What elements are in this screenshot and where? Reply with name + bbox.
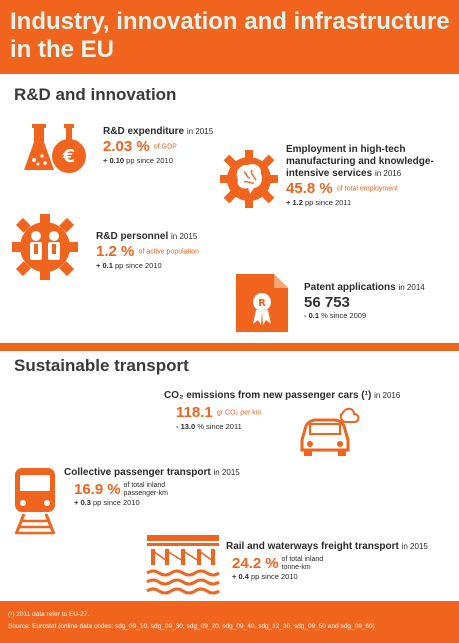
co2-emissions-data: 118.1 gr CO₂ per km - 13.0 % since 2011 xyxy=(176,404,306,432)
co2-emissions-block: CO₂ emissions from new passenger cars (¹… xyxy=(164,390,454,402)
hightech-employment-label: Employment in high-tech manufacturing an… xyxy=(286,144,434,179)
patents-value: 56 753 xyxy=(304,294,350,311)
section-divider xyxy=(0,343,459,351)
footer: (¹) 2011 data refer to EU-27. Source: Eu… xyxy=(0,601,459,643)
section-title-rd: R&D and innovation xyxy=(14,85,177,104)
bridge-waterway-icon xyxy=(145,529,221,597)
collective-transport-data: 16.9 % of total inland passenger-km + 0.3… xyxy=(74,481,214,508)
page-title: Industry, innovation and infrastructure … xyxy=(10,8,450,63)
collective-transport-block: Collective passenger transport in 2015 xyxy=(64,467,274,479)
lab-flask-euro-icon: € xyxy=(24,122,92,176)
hightech-employment-value: 45.8 % of total employment xyxy=(286,180,398,197)
rd-personnel-change: + 0.1 pp since 2010 xyxy=(96,260,162,270)
hightech-employment-change: + 1.2 pp since 2011 xyxy=(286,197,352,207)
source-note: Source: Eurostat (online data codes: sdg… xyxy=(8,623,375,630)
collective-transport-change: + 0.3 pp since 2010 xyxy=(74,498,140,507)
train-rail-icon xyxy=(12,466,58,536)
footnote: (¹) 2011 data refer to EU-27. xyxy=(8,611,90,618)
rd-expenditure-change: + 0.10 pp since 2010 xyxy=(103,155,173,165)
rd-expenditure-block: R&D expenditure in 2015 2.03 % of GDP + … xyxy=(103,126,253,166)
car-emissions-icon xyxy=(296,398,362,458)
rd-expenditure-label: R&D expenditure in 2015 xyxy=(103,126,214,137)
svg-text:R: R xyxy=(258,298,266,309)
freight-transport-data: 24.2 % of total inland tonne-km + 0.4 pp … xyxy=(232,555,372,582)
co2-emissions-value: 118.1 gr CO₂ per km xyxy=(176,404,262,421)
collective-transport-value: 16.9 % of total inland passenger-km xyxy=(74,481,168,498)
patents-change: - 0.1 % since 2009 xyxy=(304,311,367,320)
researchers-gear-icon xyxy=(12,214,78,280)
co2-emissions-label: CO₂ emissions from new passenger cars (¹… xyxy=(164,390,401,401)
svg-text:€: € xyxy=(62,146,76,167)
co2-emissions-change: - 13.0 % since 2011 xyxy=(176,421,242,431)
freight-transport-change: + 0.4 pp since 2010 xyxy=(232,572,298,581)
freight-transport-label: Rail and waterways freight transport in … xyxy=(226,541,428,552)
rd-personnel-value: 1.2 % of active population xyxy=(96,243,199,260)
collective-transport-label: Collective passenger transport in 2015 xyxy=(64,467,240,478)
brain-gear-icon xyxy=(220,150,278,208)
rd-personnel-label: R&D personnel in 2015 xyxy=(96,231,198,242)
patents-label: Patent applications in 2014 xyxy=(304,282,425,293)
rd-expenditure-value: 2.03 % of GDP xyxy=(103,138,177,155)
header-banner: Industry, innovation and infrastructure … xyxy=(0,0,459,74)
freight-transport-value: 24.2 % of total inland tonne-km xyxy=(232,555,324,572)
hightech-employment-block: Employment in high-tech manufacturing an… xyxy=(286,144,451,208)
rd-personnel-block: R&D personnel in 2015 1.2 % of active po… xyxy=(96,231,246,271)
patent-document-icon: R xyxy=(234,272,290,334)
patents-block: Patent applications in 2014 56 753 - 0.1… xyxy=(304,282,454,321)
section-title-transport: Sustainable transport xyxy=(14,356,189,375)
freight-transport-block: Rail and waterways freight transport in … xyxy=(226,541,456,553)
